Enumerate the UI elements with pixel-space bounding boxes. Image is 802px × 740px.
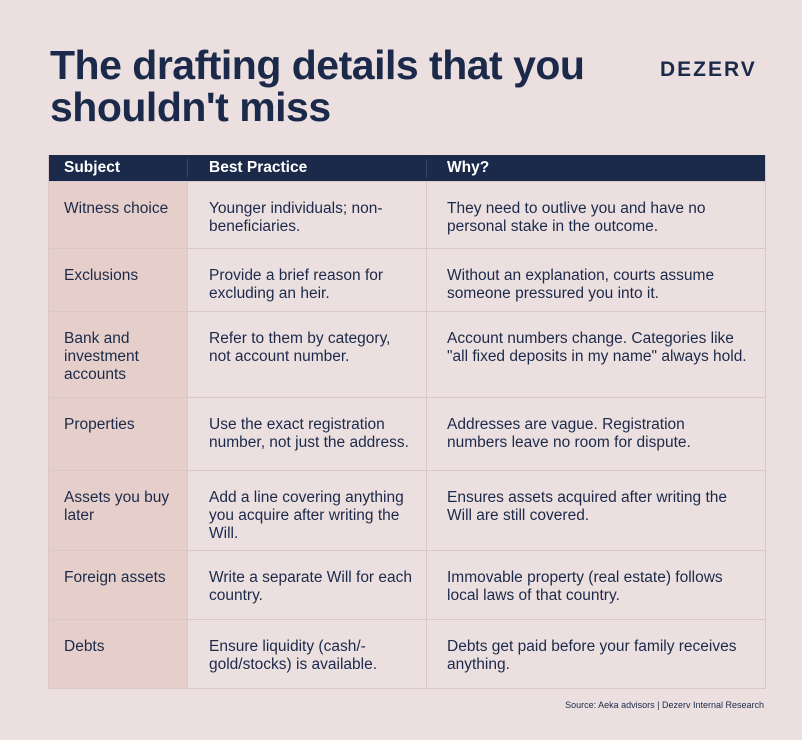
column-header: Subject — [64, 159, 120, 176]
table-cell: Bank and investment accounts — [49, 312, 187, 397]
table-cell: Addresses are vague. Registration number… — [426, 398, 765, 470]
table-cell: Younger individuals; non-beneficiaries. — [187, 182, 426, 248]
table-cell: Assets you buy later — [49, 471, 187, 550]
table-cell: Properties — [49, 398, 187, 470]
table-row: Witness choice Younger individuals; non-b… — [49, 181, 765, 248]
column-header: Why? — [426, 159, 765, 177]
table-cell: Add a line covering anything you acquire… — [187, 471, 426, 550]
table-row: Foreign assets Write a separate Will for … — [49, 550, 765, 619]
table-cell: Write a separate Will for each country. — [187, 551, 426, 619]
table-row: Bank and investment accounts Refer to the… — [49, 311, 765, 397]
table-cell: Use the exact registration number, not j… — [187, 398, 426, 470]
table-cell: Ensures assets acquired after writing th… — [426, 471, 765, 550]
table-row: Assets you buy later Add a line covering … — [49, 470, 765, 550]
table: Subject Best Practice Why? Witness choice Yo… — [48, 155, 766, 689]
table-cell: Debts — [49, 620, 187, 688]
logo: DEZERV — [660, 58, 757, 81]
table-cell: Exclusions — [49, 249, 187, 311]
title: The drafting details that you shouldn't … — [50, 42, 585, 130]
table-row: Properties Use the exact registration num… — [49, 397, 765, 470]
table-cell: Ensure liquidity (cash/-gold/stocks) is … — [187, 620, 426, 688]
header-row: Subject Best Practice Why? — [49, 155, 765, 181]
table-row: Debts Ensure liquidity (cash/-gold/stocks… — [49, 619, 765, 688]
table-cell: Witness choice — [49, 182, 187, 248]
table-cell: Debts get paid before your family receiv… — [426, 620, 765, 688]
table-row: Exclusions Provide a brief reason for exc… — [49, 248, 765, 311]
source-note: Source: Aeka advisors | Dezerv Internal … — [565, 700, 764, 710]
table-cell: They need to outlive you and have no per… — [426, 182, 765, 248]
table-cell: Account numbers change. Categories like … — [426, 312, 765, 397]
table-cell: Provide a brief reason for excluding an … — [187, 249, 426, 311]
table-cell: Immovable property (real estate) follows… — [426, 551, 765, 619]
table-cell: Without an explanation, courts assume so… — [426, 249, 765, 311]
table-cell: Refer to them by category, not account n… — [187, 312, 426, 397]
column-header: Best Practice — [187, 159, 426, 177]
table-cell: Foreign assets — [49, 551, 187, 619]
